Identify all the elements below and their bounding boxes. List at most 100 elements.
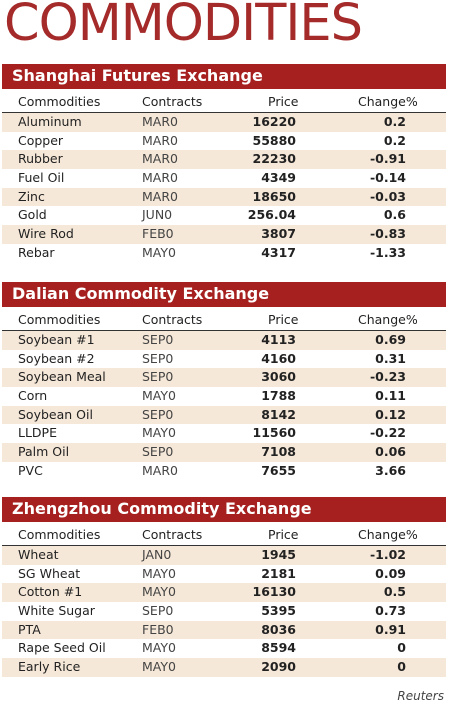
commodity-cell: Cotton #1 [18, 584, 83, 600]
table-row: Copper MAR0 55880 0.2 [2, 132, 446, 151]
change-cell: 0.6 [383, 207, 406, 223]
commodity-cell: PVC [18, 462, 43, 478]
price-cell: 22230 [252, 151, 297, 167]
header-change: Change% [358, 312, 418, 327]
commodity-cell: Palm Oil [18, 444, 70, 460]
change-cell: -0.14 [369, 170, 406, 186]
table-row: Soybean Meal SEP0 3060 -0.23 [2, 368, 446, 388]
table-row: Palm Oil SEP0 7108 0.06 [2, 443, 446, 462]
change-cell: -1.33 [369, 244, 406, 260]
table-header: Commodities Contracts Price Change% [2, 307, 446, 331]
table-row: Soybean #1 SEP0 4113 0.69 [2, 331, 446, 350]
price-cell: 4160 [261, 350, 296, 366]
table-row: Rape Seed Oil MAY0 8594 0 [2, 639, 446, 658]
header-price: Price [268, 94, 299, 109]
header-change: Change% [358, 527, 418, 542]
price-cell: 2090 [261, 659, 296, 675]
price-cell: 4317 [261, 244, 296, 260]
table-row: PTA FEB0 8036 0.91 [2, 620, 446, 640]
table-row: Rubber MAR0 22230 -0.91 [2, 150, 446, 170]
commodity-cell: Rubber [18, 151, 63, 167]
header-commodities: Commodities [18, 527, 101, 542]
contract-cell: SEP0 [142, 444, 174, 460]
contract-cell: SEP0 [142, 406, 174, 422]
table-row: Gold JUN0 256.04 0.6 [2, 206, 446, 225]
change-cell: 0.12 [375, 406, 406, 422]
change-cell: 0.06 [375, 444, 406, 460]
table-row: Cotton #1 MAY0 16130 0.5 [2, 583, 446, 603]
change-cell: 0.09 [375, 565, 406, 581]
table-body: Wheat JAN0 1945 -1.02 SG Wheat MAY0 2181 0.09 Co… [2, 546, 446, 677]
section-divider [2, 305, 446, 307]
change-cell: 0.11 [375, 388, 406, 404]
price-cell: 7108 [261, 444, 296, 460]
commodity-cell: Gold [18, 207, 47, 223]
commodity-cell: Fuel Oil [18, 170, 65, 186]
table-row: SG Wheat MAY0 2181 0.09 [2, 565, 446, 584]
section-zhengzhou: Zhengzhou Commodity Exchange Commodities… [2, 497, 446, 677]
price-cell: 1945 [261, 547, 296, 562]
table-row: White Sugar SEP0 5395 0.73 [2, 602, 446, 621]
contract-cell: SEP0 [142, 369, 174, 385]
commodity-cell: Soybean #1 [18, 332, 95, 347]
commodity-cell: Soybean #2 [18, 350, 95, 366]
price-cell: 11560 [252, 425, 297, 441]
contract-cell: FEB0 [142, 226, 174, 242]
commodity-cell: Wire Rod [18, 226, 74, 242]
price-cell: 16130 [252, 584, 297, 600]
contract-cell: SEP0 [142, 603, 174, 619]
contract-cell: MAR0 [142, 114, 178, 129]
change-cell: 0 [397, 640, 406, 656]
change-cell: 0 [397, 659, 406, 675]
price-cell: 3060 [261, 369, 296, 385]
commodity-cell: Soybean Meal [18, 369, 106, 385]
price-cell: 18650 [252, 188, 297, 204]
table-row: Zinc MAR0 18650 -0.03 [2, 187, 446, 207]
section-divider [2, 520, 446, 522]
table-body: Aluminum MAR0 16220 0.2 Copper MAR0 55880 0.2 Ru… [2, 113, 446, 263]
table-row: Fuel Oil MAR0 4349 -0.14 [2, 169, 446, 188]
section-dalian: Dalian Commodity Exchange Commodities Co… [2, 282, 446, 481]
commodity-cell: Rape Seed Oil [18, 640, 106, 656]
contract-cell: MAY0 [142, 584, 176, 600]
table-row: Wire Rod FEB0 3807 -0.83 [2, 225, 446, 244]
contract-cell: MAY0 [142, 425, 176, 441]
table-row: Aluminum MAR0 16220 0.2 [2, 113, 446, 132]
table-row: Corn MAY0 1788 0.11 [2, 387, 446, 406]
header-commodities: Commodities [18, 94, 101, 109]
contract-cell: JUN0 [142, 207, 173, 223]
change-cell: 0.2 [383, 132, 406, 148]
section-title: Dalian Commodity Exchange [2, 282, 446, 305]
commodity-cell: SG Wheat [18, 565, 81, 581]
price-cell: 16220 [252, 114, 297, 129]
change-cell: -0.83 [369, 226, 406, 242]
change-cell: -0.22 [369, 425, 406, 441]
table-row: Soybean #2 SEP0 4160 0.31 [2, 350, 446, 369]
commodity-cell: Wheat [18, 547, 59, 562]
change-cell: 3.66 [375, 462, 406, 478]
contract-cell: MAY0 [142, 244, 176, 260]
header-commodities: Commodities [18, 312, 101, 327]
commodity-cell: PTA [18, 621, 41, 637]
header-change: Change% [358, 94, 418, 109]
price-cell: 1788 [261, 388, 296, 404]
table-row: Wheat JAN0 1945 -1.02 [2, 546, 446, 565]
section-divider [2, 87, 446, 89]
price-cell: 256.04 [247, 207, 296, 223]
contract-cell: MAY0 [142, 659, 176, 675]
price-cell: 3807 [261, 226, 296, 242]
contract-cell: MAY0 [142, 565, 176, 581]
change-cell: -1.02 [369, 547, 406, 562]
contract-cell: SEP0 [142, 350, 174, 366]
commodity-cell: Soybean Oil [18, 406, 93, 422]
table-row: PVC MAR0 7655 3.66 [2, 462, 446, 481]
change-cell: -0.91 [369, 151, 406, 167]
contract-cell: MAR0 [142, 188, 178, 204]
price-cell: 4349 [261, 170, 296, 186]
commodity-cell: Zinc [18, 188, 45, 204]
commodity-cell: Copper [18, 132, 64, 148]
source-credit: Reuters [397, 689, 444, 703]
contract-cell: MAR0 [142, 462, 178, 478]
contract-cell: SEP0 [142, 332, 174, 347]
